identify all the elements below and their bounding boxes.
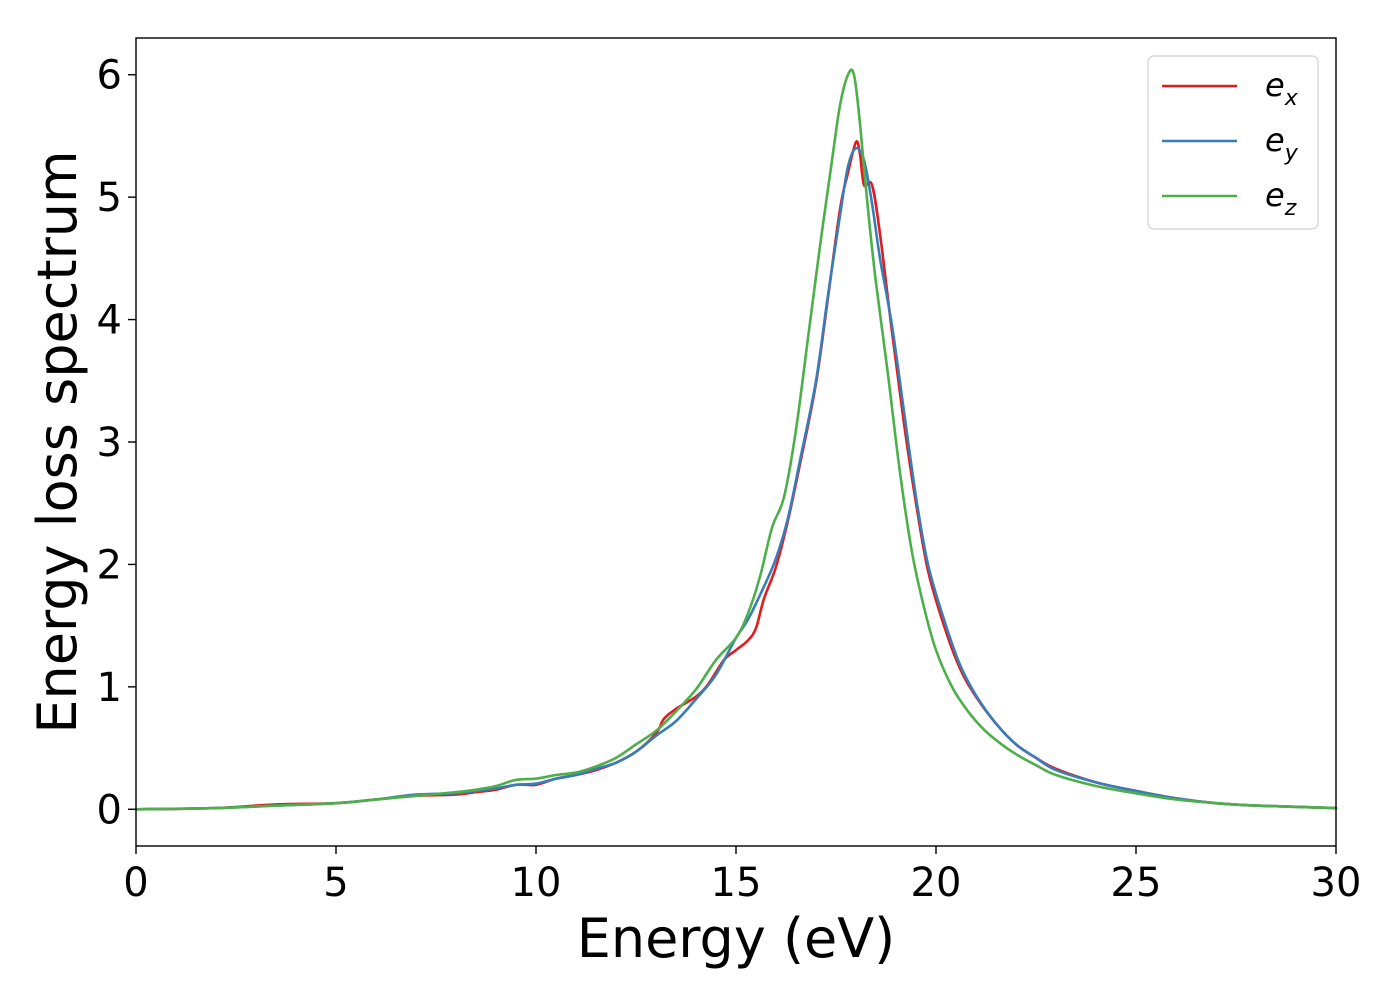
x-tick-label: 5 xyxy=(323,860,348,906)
legend-box xyxy=(1147,55,1319,230)
x-tick-label: 15 xyxy=(711,860,762,906)
y-tick-label: 2 xyxy=(97,542,122,588)
series-line-y xyxy=(134,146,1338,811)
legend-label-base: e xyxy=(1265,66,1285,104)
legend-label-subscript: y xyxy=(1284,141,1299,166)
x-tick-label: 10 xyxy=(511,860,562,906)
y-axis: 0 1 2 3 4 5 6 xyxy=(97,53,136,833)
legend-label-base: e xyxy=(1265,121,1285,159)
x-axis-title: Energy (eV) xyxy=(577,907,896,970)
plot-background xyxy=(136,38,1336,846)
x-tick-label: 0 xyxy=(123,860,148,906)
series-line-z xyxy=(134,68,1338,811)
y-axis-title: Energy loss spectrum xyxy=(26,150,89,733)
y-tick-label: 5 xyxy=(97,175,122,221)
y-tick-label: 1 xyxy=(97,665,122,711)
legend-label-z: ez xyxy=(1265,176,1297,221)
series-layer xyxy=(134,68,1338,811)
legend-label-x: ex xyxy=(1265,66,1299,111)
x-axis: 0 5 10 15 20 25 30 xyxy=(123,846,1361,906)
x-tick-label: 20 xyxy=(911,860,962,906)
y-tick-label: 6 xyxy=(97,53,122,99)
x-tick-label: 25 xyxy=(1111,860,1162,906)
y-tick-label: 4 xyxy=(97,298,122,344)
legend-label-subscript: z xyxy=(1284,196,1297,221)
y-tick-label: 3 xyxy=(97,420,122,466)
legend-label-y: ey xyxy=(1265,121,1299,166)
x-tick-label: 30 xyxy=(1311,860,1362,906)
legend-label-subscript: x xyxy=(1284,86,1299,111)
y-tick-label: 0 xyxy=(97,787,122,833)
legend-label-base: e xyxy=(1265,176,1285,214)
